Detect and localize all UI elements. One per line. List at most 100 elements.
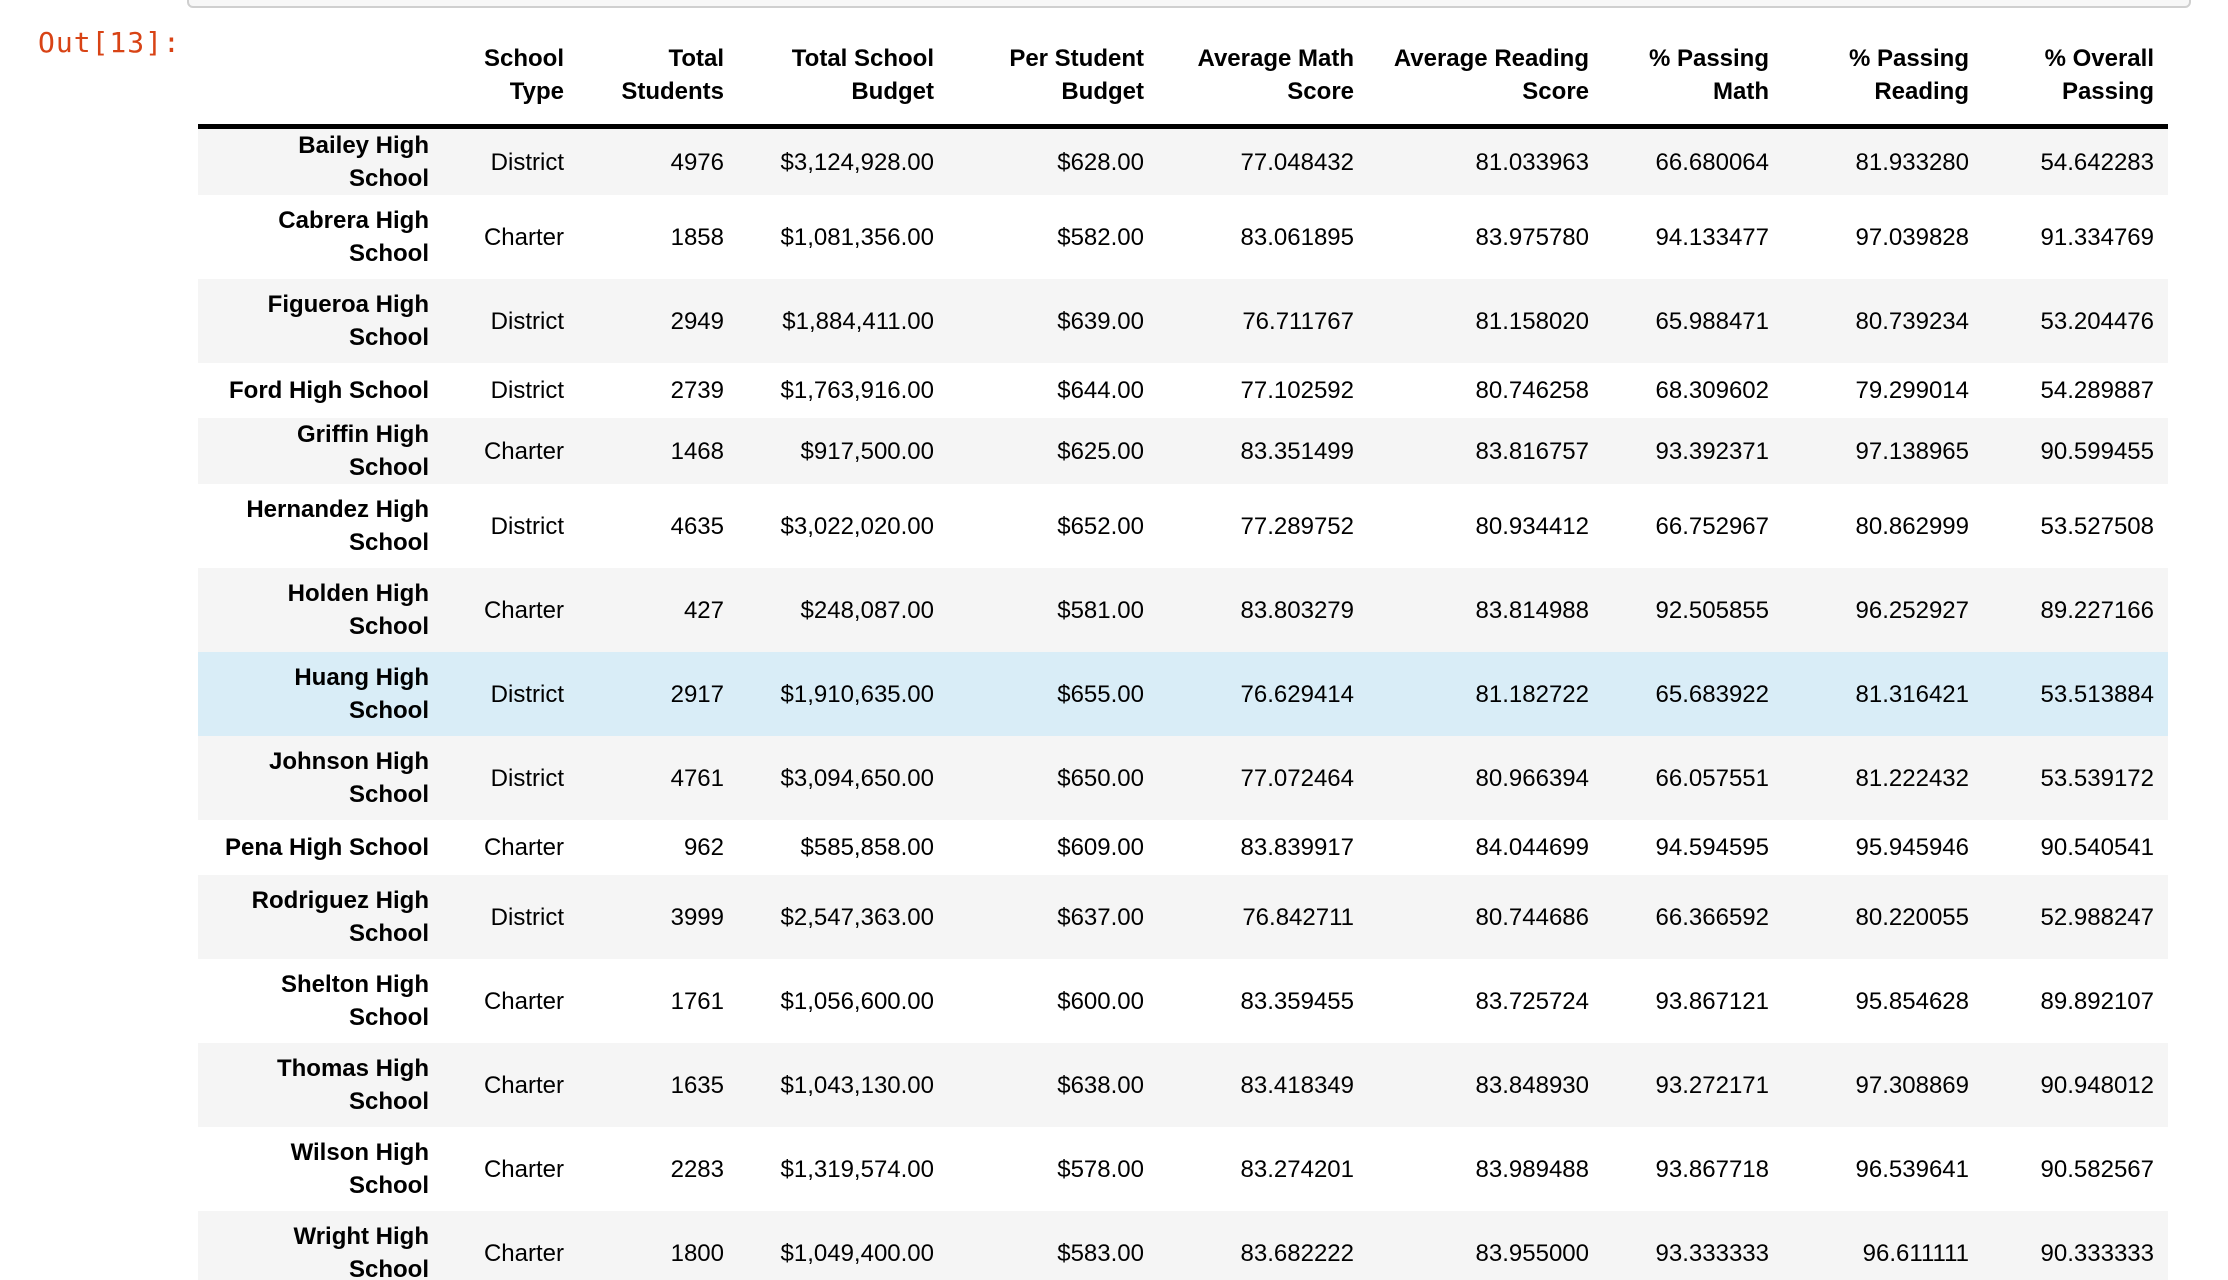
table-row: Figueroa High School District 2949 $1,884,4… [198,279,2168,363]
cell: 80.739234 [1855,307,1969,335]
row-header: Holden High School [287,580,429,640]
cell: 81.316421 [1855,680,1969,708]
cell: 2917 [670,680,724,708]
table-row: Hernandez High School District 4635 $3,022,… [198,484,2168,568]
cell: $1,763,916.00 [780,377,934,404]
cell: 68.309602 [1655,377,1769,404]
cell: $583.00 [1057,1239,1144,1267]
cell: District [490,148,564,176]
row-header: Johnson High School [269,748,429,808]
cell: 83.816757 [1475,437,1589,465]
cell: $609.00 [1057,834,1144,861]
cell: 427 [683,596,724,624]
cell: 90.540541 [2040,834,2154,861]
cell: $585,858.00 [800,834,934,861]
table-row: Shelton High School Charter 1761 $1,056,600… [198,959,2168,1043]
cell: 80.966394 [1475,764,1589,792]
cell: 93.333333 [1655,1239,1769,1267]
cell: 90.948012 [2040,1071,2154,1099]
cell: Charter [483,834,564,861]
cell: 4761 [670,764,724,792]
cell: Charter [483,437,564,465]
cell: $638.00 [1057,1071,1144,1099]
table-row: Huang High School District 2917 $1,910,635.… [198,652,2168,736]
cell: 80.746258 [1475,377,1589,404]
out-prompt: Out[13]: [38,26,181,59]
header-cell: % Overall Passing [1983,28,2168,129]
row-header: Hernandez High School [246,496,429,556]
cell: $3,124,928.00 [780,148,934,176]
cell: 4976 [670,148,724,176]
cell: $1,043,130.00 [780,1071,934,1099]
cell: $1,049,400.00 [780,1239,934,1267]
row-header: Bailey High School [298,132,429,192]
header-cell: Total Students [578,28,738,129]
cell: Charter [483,1239,564,1267]
cell: 1800 [670,1239,724,1267]
header-cell: Average Reading Score [1368,28,1603,129]
cell: $581.00 [1057,596,1144,624]
cell: $625.00 [1057,437,1144,465]
cell: $917,500.00 [800,437,934,465]
table-row: Rodriguez High School District 3999 $2,547,… [198,875,2168,959]
cell: 83.814988 [1475,596,1589,624]
header-cell: Total School Budget [738,28,948,129]
cell: 90.599455 [2040,437,2154,465]
cell: $3,094,650.00 [780,764,934,792]
header-row: School Type Total Students Total School Bu… [198,28,2168,129]
cell: 53.513884 [2040,680,2154,708]
cell: 93.867718 [1655,1155,1769,1183]
table-row: Bailey High School District 4976 $3,124,928… [198,126,2168,195]
cell: $650.00 [1057,764,1144,792]
cell: 97.039828 [1855,223,1969,251]
cell: 77.048432 [1240,148,1354,176]
header-cell: Average Math Score [1158,28,1368,129]
cell: 77.072464 [1240,764,1354,792]
cell: 94.133477 [1655,223,1769,251]
row-header: Pena High School [224,834,429,861]
row-header: Wilson High School [290,1139,429,1199]
cell: 93.867121 [1655,987,1769,1015]
cell: 83.274201 [1240,1155,1354,1183]
cell: 83.725724 [1475,987,1589,1015]
cell: 3999 [670,903,724,931]
row-header: Huang High School [294,664,429,724]
cell: 84.044699 [1475,834,1589,861]
cell: 83.682222 [1240,1239,1354,1267]
cell: Charter [483,987,564,1015]
cell: 83.359455 [1240,987,1354,1015]
cell: 94.594595 [1655,834,1769,861]
cell: 2283 [670,1155,724,1183]
cell: 54.289887 [2040,377,2154,404]
code-cell-input-edge[interactable] [187,0,2191,8]
row-header: Ford High School [229,377,429,404]
cell: $637.00 [1057,903,1144,931]
cell: District [490,512,564,540]
cell: 81.182722 [1475,680,1589,708]
cell: 83.803279 [1240,596,1354,624]
header-cell: Per Student Budget [948,28,1158,129]
cell: 1761 [670,987,724,1015]
row-header: Griffin High School [297,421,429,481]
cell: 81.158020 [1475,307,1589,335]
cell: 962 [683,834,724,861]
cell: 65.683922 [1655,680,1769,708]
cell: 53.527508 [2040,512,2154,540]
table-row: Pena High School Charter 962 $585,858.00 $60… [198,820,2168,875]
cell: District [490,680,564,708]
row-header: Cabrera High School [278,207,429,267]
table-row: Wilson High School Charter 2283 $1,319,574.… [198,1127,2168,1211]
cell: 81.033963 [1475,148,1589,176]
header-cell: School Type [443,28,578,129]
cell: 93.392371 [1655,437,1769,465]
cell: $652.00 [1057,512,1144,540]
cell: 53.204476 [2040,307,2154,335]
cell: Charter [483,1071,564,1099]
cell: 83.989488 [1475,1155,1589,1183]
header-cell: % Passing Math [1603,28,1783,129]
cell: 96.252927 [1855,596,1969,624]
cell: Charter [483,1155,564,1183]
cell: $655.00 [1057,680,1144,708]
cell: $628.00 [1057,148,1144,176]
cell: 2739 [670,377,724,404]
